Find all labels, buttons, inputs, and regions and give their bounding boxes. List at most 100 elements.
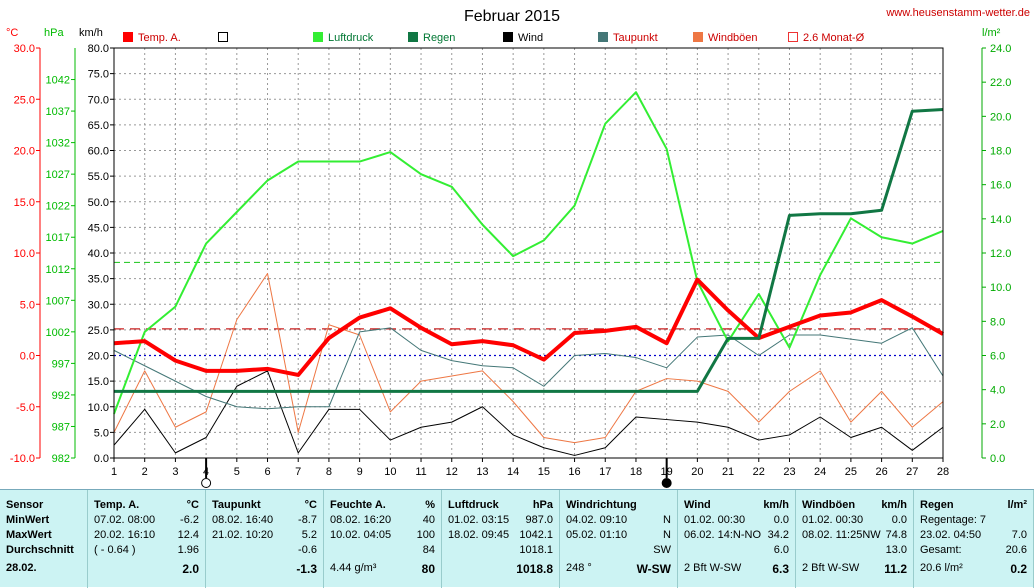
dir-row-1-label: 05.02. 01:10	[566, 529, 627, 541]
xtick-label-15: 15	[538, 466, 550, 478]
unit-temp: °C	[6, 27, 18, 39]
weather-chart: Februar 2015 www.heusenstamm-wetter.de °…	[0, 0, 1034, 489]
wind-row-1-label: 06.02. 14:N-NO	[684, 529, 761, 541]
hum-current: 80	[422, 562, 435, 576]
moon-moon-new-4	[202, 479, 211, 488]
stats-panel: Sensor MinWert MaxWert Durchschnitt 28.0…	[0, 489, 1034, 587]
dew-row-0-label: 08.02. 16:40	[212, 514, 273, 526]
tick-label-wind-35.0: 35.0	[88, 274, 109, 286]
legend-label-wind: Wind	[518, 32, 543, 44]
xtick-label-9: 9	[357, 466, 363, 478]
tick-label-wind-75.0: 75.0	[88, 69, 109, 81]
hum-extra: 4.44 g/m³	[330, 562, 376, 574]
tick-label-temp-5.0: 5.0	[20, 299, 35, 311]
gust-row-0-label: 01.02. 00:30	[802, 514, 863, 526]
tick-label-wind-45.0: 45.0	[88, 222, 109, 234]
tick-label-temp-0.0: 0.0	[20, 351, 35, 363]
dew-row-2-value: -0.6	[298, 544, 317, 556]
legend-swatch-temp-a-	[123, 32, 133, 42]
dir-row-2-value: SW	[653, 544, 671, 556]
press-unit: hPa	[533, 499, 553, 511]
tick-label-wind-60.0: 60.0	[88, 146, 109, 158]
dir-extra: 248 °	[566, 562, 592, 574]
tick-label-rain-4.0: 4.0	[990, 385, 1005, 397]
wind-row-1-value: 34.2	[768, 529, 789, 541]
hum-row-2-value: 84	[423, 544, 435, 556]
tick-label-press-992: 992	[52, 390, 70, 402]
rain-row-0-label: Regentage: 7	[920, 514, 986, 526]
wind-row-2-value: 6.0	[774, 544, 789, 556]
legend-label-windb-en: Windböen	[708, 32, 758, 44]
dir-current: W-SW	[637, 562, 671, 576]
xtick-label-27: 27	[906, 466, 918, 478]
tick-label-press-987: 987	[52, 421, 70, 433]
temp-header: Temp. A.	[94, 499, 139, 511]
rain-row-1-label: 23.02. 04:50	[920, 529, 981, 541]
legend-swatch-windb-en	[693, 32, 703, 42]
tick-label-rain-24.0: 24.0	[990, 43, 1011, 55]
xtick-label-7: 7	[295, 466, 301, 478]
temp-row-2-value: 1.96	[178, 544, 199, 556]
rain-unit: l/m²	[1007, 499, 1027, 511]
xtick-label-2: 2	[142, 466, 148, 478]
gust-current: 11.2	[884, 562, 907, 576]
gust-header: Windböen	[802, 499, 855, 511]
legend-swatch-taupunkt	[598, 32, 608, 42]
dir-row-1-value: N	[663, 529, 671, 541]
dew-row-0-value: -8.7	[298, 514, 317, 526]
dir-row-0-value: N	[663, 514, 671, 526]
hum-row-1-value: 100	[417, 529, 435, 541]
xtick-label-8: 8	[326, 466, 332, 478]
temp-row-0-value: -6.2	[180, 514, 199, 526]
tick-label-rain-16.0: 16.0	[990, 180, 1011, 192]
hum-unit: %	[425, 499, 435, 511]
tick-label-wind-0.0: 0.0	[94, 453, 109, 465]
tick-label-rain-8.0: 8.0	[990, 316, 1005, 328]
tick-label-wind-15.0: 15.0	[88, 376, 109, 388]
xtick-label-11: 11	[415, 466, 426, 478]
label-avg: Durchschnitt	[6, 544, 74, 556]
legend-label-taupunkt: Taupunkt	[613, 32, 658, 44]
tick-label-press-1037: 1037	[46, 106, 70, 118]
xtick-label-1: 1	[111, 466, 117, 478]
dew-unit: °C	[305, 499, 317, 511]
tick-label-temp-10.0: 10.0	[14, 248, 35, 260]
xtick-label-6: 6	[264, 466, 270, 478]
hum-row-1-label: 10.02. 04:05	[330, 529, 391, 541]
tick-label-press-1002: 1002	[46, 327, 70, 339]
legend-label-regen: Regen	[423, 32, 455, 44]
temp-row-1-value: 12.4	[178, 529, 199, 541]
tick-label-rain-6.0: 6.0	[990, 351, 1005, 363]
xtick-label-14: 14	[507, 466, 519, 478]
unit-press: hPa	[44, 27, 64, 39]
tick-label-press-997: 997	[52, 358, 70, 370]
press-row-1-label: 18.02. 09:45	[448, 529, 509, 541]
gust-row-1-label: 08.02. 11:25NW	[802, 529, 881, 541]
tick-label-wind-30.0: 30.0	[88, 299, 109, 311]
tick-label-press-1032: 1032	[46, 138, 70, 150]
dew-row-1-label: 21.02. 10:20	[212, 529, 273, 541]
tick-label-rain-12.0: 12.0	[990, 248, 1011, 260]
dir-row-0-label: 04.02. 09:10	[566, 514, 627, 526]
press-row-1-value: 1042.1	[519, 529, 553, 541]
dew-header: Taupunkt	[212, 499, 261, 511]
tick-label-press-1017: 1017	[46, 232, 70, 244]
tick-label-rain-18.0: 18.0	[990, 146, 1011, 158]
tick-label-temp-25.0: 25.0	[14, 94, 35, 106]
wind-row-0-value: 0.0	[774, 514, 789, 526]
xtick-label-3: 3	[172, 466, 178, 478]
site-link[interactable]: www.heusenstamm-wetter.de	[885, 7, 1030, 19]
temp-unit: °C	[187, 499, 199, 511]
tick-label-rain-22.0: 22.0	[990, 77, 1011, 89]
legend-swatch-wind	[503, 32, 513, 42]
moon-moon-full-19	[662, 479, 671, 488]
tick-label-wind-10.0: 10.0	[88, 402, 109, 414]
tick-label-rain-14.0: 14.0	[990, 214, 1011, 226]
hum-row-0-value: 40	[423, 514, 435, 526]
xtick-label-25: 25	[845, 466, 857, 478]
tick-label-press-1027: 1027	[46, 169, 70, 181]
